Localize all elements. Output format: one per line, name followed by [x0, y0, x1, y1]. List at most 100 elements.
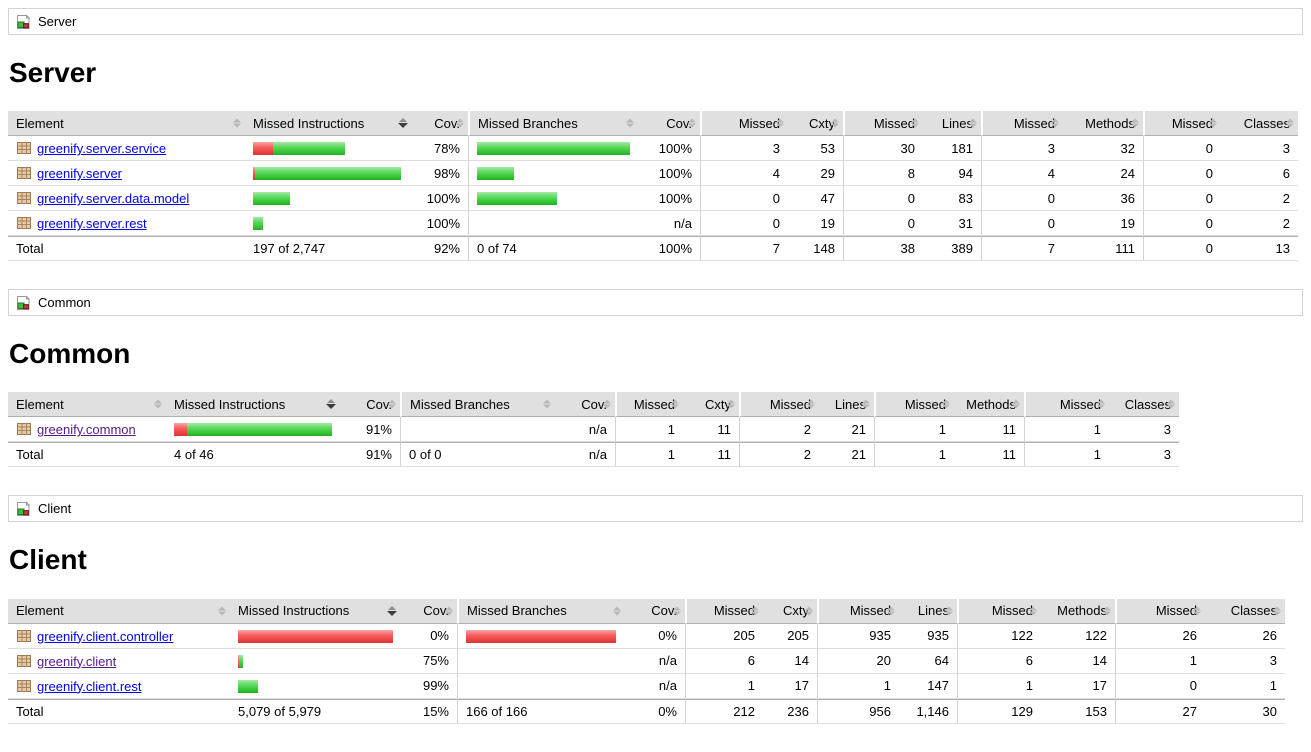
col-header-cxty[interactable]: Cxty [788, 111, 843, 137]
coverage-table-server: Element Missed Instructions Cov. Missed … [8, 111, 1298, 262]
col-header-classes[interactable]: Classes [1109, 392, 1179, 418]
col-header-element[interactable]: Element [8, 111, 245, 137]
col-header-missed-instructions[interactable]: Missed Instructions [230, 598, 401, 624]
col-header-classes[interactable]: Classes [1205, 598, 1285, 624]
package-link[interactable]: greenify.client.controller [37, 628, 174, 644]
branches-coverage-bar [466, 680, 617, 693]
missed-classes-cell: 0 [1143, 161, 1221, 187]
col-header-lines[interactable]: Lines [923, 111, 981, 137]
cxty-cell: 53 [788, 136, 843, 162]
cxty-cell: 19 [788, 211, 843, 237]
coverage-percent: 99% [401, 674, 457, 699]
cxty-cell: 11 [683, 417, 739, 443]
methods-cell: 122 [1041, 624, 1115, 649]
package-icon [16, 421, 32, 437]
col-header-missed-instructions[interactable]: Missed Instructions [245, 111, 412, 137]
package-link[interactable]: greenify.server [37, 166, 123, 182]
col-header-missed-methods[interactable]: Missed [981, 111, 1063, 137]
col-header-missed-methods[interactable]: Missed [874, 392, 954, 418]
instructions-coverage-bar [253, 192, 404, 206]
total-instructions-cov: 92% [412, 236, 468, 262]
col-header-cxty[interactable]: Cxty [683, 392, 739, 418]
col-header-missed-classes[interactable]: Missed [1143, 111, 1221, 137]
col-header-missed-cxty[interactable]: Missed [685, 598, 763, 624]
missed-classes-cell: 1 [1115, 648, 1205, 674]
col-header-cov-branches[interactable]: Cov. [555, 392, 615, 418]
methods-cell: 11 [954, 417, 1024, 443]
total-branches: 166 of 166 [457, 698, 625, 724]
covered-bar-segment [239, 654, 243, 668]
total-missed-classes: 27 [1115, 698, 1205, 724]
col-header-missed-branches[interactable]: Missed Branches [400, 392, 555, 418]
package-link[interactable]: greenify.server.data.model [37, 191, 190, 207]
col-header-missed-classes[interactable]: Missed [1024, 392, 1109, 418]
classes-cell: 26 [1205, 624, 1285, 649]
classes-cell: 3 [1109, 417, 1179, 443]
sort-icon [1209, 118, 1217, 128]
col-header-lines[interactable]: Lines [899, 598, 957, 624]
col-header-methods[interactable]: Methods [1063, 111, 1143, 137]
col-header-lines[interactable]: Lines [819, 392, 874, 418]
sort-icon [1012, 399, 1020, 409]
total-methods: 111 [1063, 236, 1143, 262]
package-link[interactable]: greenify.server.rest [37, 216, 147, 232]
total-lines: 389 [923, 236, 981, 262]
total-instructions-cov: 15% [401, 698, 457, 724]
total-missed-lines: 2 [739, 442, 819, 468]
col-header-missed-lines[interactable]: Missed [843, 111, 923, 137]
total-branches-cov: 100% [638, 236, 700, 262]
methods-cell: 17 [1041, 674, 1115, 699]
sort-icon [233, 118, 241, 128]
col-header-cov-instructions[interactable]: Cov. [412, 111, 468, 137]
col-header-missed-lines[interactable]: Missed [817, 598, 899, 624]
col-header-cov-instructions[interactable]: Cov. [340, 392, 400, 418]
missed-lines-cell: 2 [739, 417, 819, 443]
covered-bar-segment [477, 142, 630, 156]
sort-icon [445, 606, 453, 616]
total-branches: 0 of 74 [468, 236, 638, 262]
total-instructions: 197 of 2,747 [245, 236, 412, 262]
package-link[interactable]: greenify.common [37, 422, 136, 438]
col-header-missed-instructions[interactable]: Missed Instructions [166, 392, 340, 418]
col-header-cov-instructions[interactable]: Cov. [401, 598, 457, 624]
col-header-missed-lines[interactable]: Missed [739, 392, 819, 418]
col-header-missed-methods[interactable]: Missed [957, 598, 1041, 624]
coverage-percent: 0% [625, 624, 685, 649]
package-link[interactable]: greenify.server.service [37, 141, 167, 157]
cxty-cell: 47 [788, 186, 843, 212]
col-header-methods[interactable]: Methods [1041, 598, 1115, 624]
col-header-missed-cxty[interactable]: Missed [700, 111, 788, 137]
sort-icon [456, 118, 464, 128]
table-header-row: Element Missed Instructions Cov. Missed … [8, 598, 1285, 624]
col-header-missed-cxty[interactable]: Missed [615, 392, 683, 418]
col-header-missed-branches[interactable]: Missed Branches [468, 111, 638, 137]
coverage-percent: 91% [340, 417, 400, 443]
cxty-cell: 29 [788, 161, 843, 187]
total-cxty: 236 [763, 698, 817, 724]
missed-lines-cell: 30 [843, 136, 923, 162]
col-header-missed-branches[interactable]: Missed Branches [457, 598, 625, 624]
covered-bar-segment [253, 192, 290, 206]
coverage-table-client: Element Missed Instructions Cov. Missed … [8, 598, 1285, 724]
col-header-methods[interactable]: Methods [954, 392, 1024, 418]
missed-cxty-cell: 6 [685, 648, 763, 674]
col-header-missed-classes[interactable]: Missed [1115, 598, 1205, 624]
package-link[interactable]: greenify.client [37, 653, 117, 669]
package-icon [16, 215, 32, 231]
col-header-element[interactable]: Element [8, 392, 166, 418]
col-header-cxty[interactable]: Cxty [763, 598, 817, 624]
covered-bar-segment [238, 679, 258, 693]
lines-cell: 21 [819, 417, 874, 443]
missed-methods-cell: 122 [957, 623, 1041, 649]
col-header-element[interactable]: Element [8, 598, 230, 624]
sort-icon [862, 399, 870, 409]
col-header-cov-branches[interactable]: Cov. [638, 111, 700, 137]
sort-icon [688, 118, 696, 128]
total-label: Total [8, 698, 230, 724]
page-title-common: Common [9, 338, 131, 370]
missed-methods-cell: 0 [981, 211, 1063, 237]
col-header-classes[interactable]: Classes [1221, 111, 1298, 137]
package-link[interactable]: greenify.client.rest [37, 678, 142, 694]
col-header-cov-branches[interactable]: Cov. [625, 598, 685, 624]
coverage-percent: n/a [625, 649, 685, 674]
